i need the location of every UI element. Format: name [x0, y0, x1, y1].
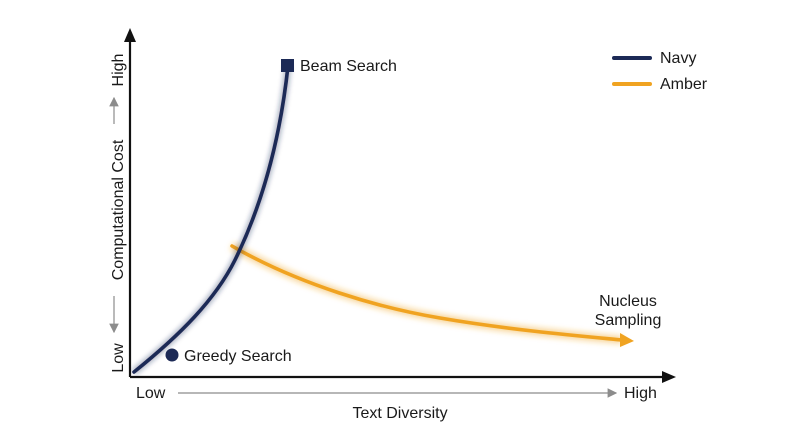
y-axis-high-label: High: [110, 54, 127, 87]
beam-search-label: Beam Search: [300, 58, 397, 75]
y-axis-low-label: Low: [110, 343, 127, 373]
greedy-search-label: Greedy Search: [184, 348, 292, 365]
x-axis-low-label: Low: [136, 385, 166, 402]
nucleus-sampling-label-line1: Nucleus: [599, 293, 657, 310]
x-axis-arrowhead: [662, 371, 676, 383]
beam-search-marker: [281, 59, 294, 72]
y-axis-title: Computational Cost: [110, 139, 127, 280]
navy-curve: [131, 64, 292, 375]
x-axis-title: Text Diversity: [352, 405, 447, 422]
greedy-search-marker: [165, 348, 179, 362]
legend-label-amber: Amber: [660, 76, 708, 93]
y-axis-labels: High Computational Cost Low: [109, 54, 127, 373]
y-axis-arrowhead: [124, 28, 136, 42]
nucleus-sampling-label-line2: Sampling: [595, 312, 662, 329]
amber-curve-arrowhead: [620, 333, 634, 347]
legend: Navy Amber: [612, 50, 708, 93]
legend-label-navy: Navy: [660, 50, 696, 67]
axes: [124, 28, 676, 383]
amber-curve: [230, 242, 634, 347]
x-axis-high-label: High: [624, 385, 657, 402]
